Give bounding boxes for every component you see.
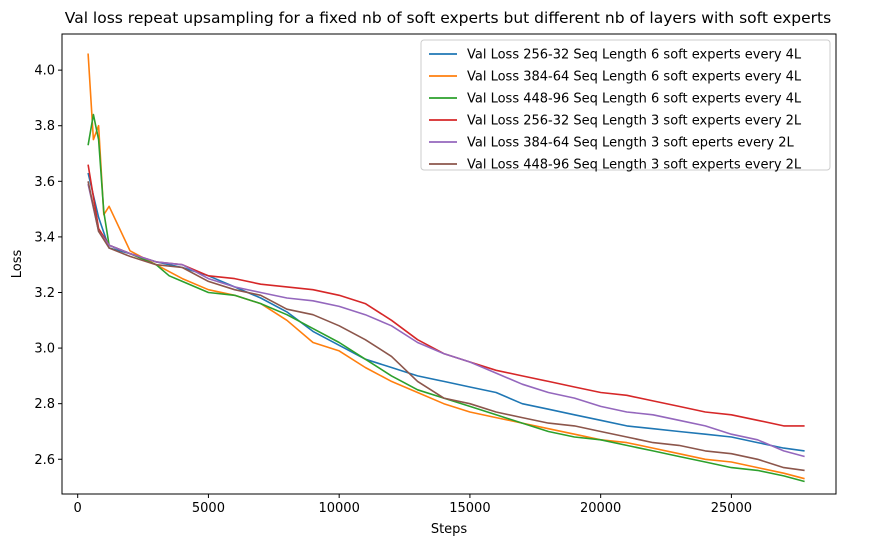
y-axis-label: Loss	[10, 250, 25, 279]
x-tick-label: 15000	[449, 501, 490, 516]
x-tick-label: 5000	[192, 501, 225, 516]
series-line-6	[87, 181, 805, 472]
legend-label: Val Loss 384-64 Seq Length 3 soft eperts…	[467, 136, 794, 151]
legend-label: Val Loss 448-96 Seq Length 3 soft expert…	[467, 158, 802, 173]
legend-label: Val Loss 448-96 Seq Length 6 soft expert…	[467, 92, 802, 107]
y-tick-label: 4.0	[34, 64, 55, 79]
plot-frame	[61, 33, 837, 495]
y-tick-label: 3.2	[34, 286, 55, 301]
x-tick-label: 10000	[318, 501, 359, 516]
legend-label: Val Loss 256-32 Seq Length 6 soft expert…	[467, 48, 802, 63]
y-tick-label: 2.8	[34, 397, 55, 412]
y-tick-label: 2.6	[34, 453, 55, 468]
y-tick-label: 3.8	[34, 119, 55, 134]
series-line-5	[87, 183, 805, 458]
x-axis-ticks: 0 5000 10000 15000 20000 25000	[74, 494, 752, 516]
y-tick-label: 3.4	[34, 230, 55, 245]
chart-title: Val loss repeat upsampling for a fixed n…	[65, 9, 831, 27]
legend-label: Val Loss 384-64 Seq Length 6 soft expert…	[467, 70, 802, 85]
x-tick-label: 20000	[580, 501, 621, 516]
y-axis-ticks: 2.6 2.8 3.0 3.2 3.4 3.6 3.8 4.0	[34, 64, 62, 468]
x-axis-label: Steps	[431, 522, 468, 537]
y-tick-label: 3.6	[34, 175, 55, 190]
series-layer	[87, 53, 805, 483]
series-line-3	[87, 113, 805, 483]
legend: Val Loss 256-32 Seq Length 6 soft expert…	[420, 39, 831, 173]
legend-box	[420, 39, 831, 171]
x-tick-label: 25000	[711, 501, 752, 516]
series-line-2	[87, 53, 805, 480]
y-tick-label: 3.0	[34, 342, 55, 357]
legend-label: Val Loss 256-32 Seq Length 3 soft expert…	[467, 114, 802, 129]
x-tick-label: 0	[74, 501, 82, 516]
